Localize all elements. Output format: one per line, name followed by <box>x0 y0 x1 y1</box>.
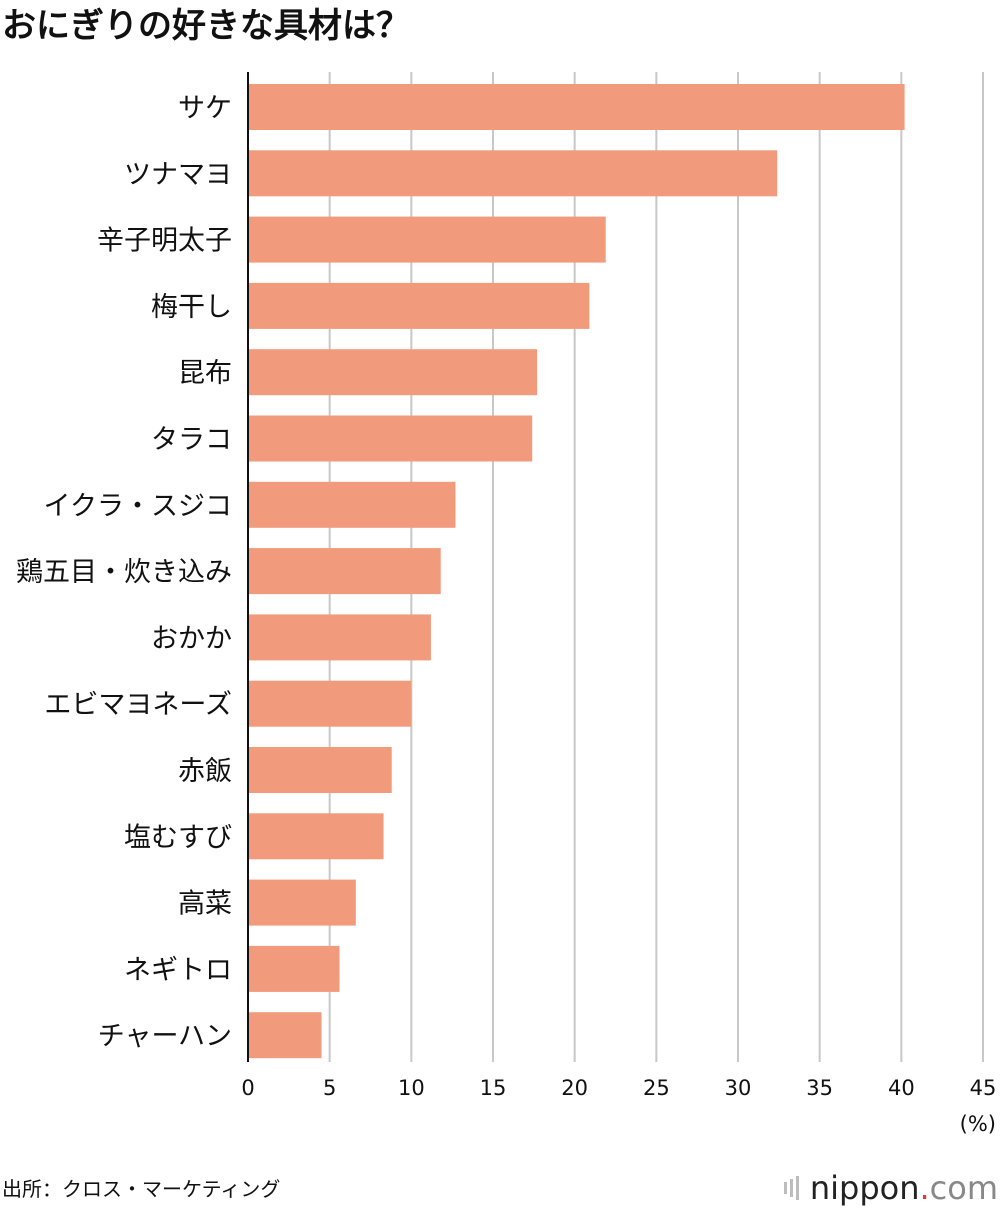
category-label: ネギトロ <box>124 955 232 986</box>
x-tick-label: 15 <box>480 1076 507 1100</box>
category-label: 鶏五目・炊き込み <box>16 557 232 588</box>
bar <box>249 680 412 727</box>
category-label: 塩むすび <box>124 822 232 853</box>
category-label: 赤飯 <box>178 756 232 787</box>
category-label: サケ <box>178 93 232 124</box>
x-axis-unit: (%) <box>960 1112 996 1136</box>
bar <box>249 614 431 661</box>
bars <box>249 84 905 1059</box>
logo-bars-icon <box>783 1176 802 1200</box>
category-label: チャーハン <box>98 1021 232 1052</box>
category-label: 梅干し <box>151 292 232 323</box>
x-tick-label: 20 <box>561 1076 588 1100</box>
x-tick-label: 30 <box>725 1076 752 1100</box>
bar <box>249 548 441 595</box>
bar <box>249 216 606 263</box>
bar <box>249 945 340 992</box>
category-label: 昆布 <box>178 358 232 389</box>
source-note: 出所：クロス・マーケティング <box>2 1177 281 1201</box>
category-label: 辛子明太子 <box>97 226 232 257</box>
x-tick-labels: 0 5 10 15 20 25 30 35 40 45 <box>241 1076 996 1100</box>
nippon-logo: nippon. com <box>783 1168 998 1208</box>
bar <box>249 747 392 793</box>
x-tick-label: 35 <box>806 1076 833 1100</box>
x-tick-label: 25 <box>643 1076 670 1100</box>
category-label: おかか <box>151 623 232 654</box>
logo-dot: . <box>919 1169 930 1207</box>
category-label: エビマヨネーズ <box>44 690 232 721</box>
x-tick-label: 45 <box>970 1076 997 1100</box>
category-label: ツナマヨ <box>124 159 232 190</box>
x-tick-label: 5 <box>323 1076 336 1100</box>
bar <box>249 1012 322 1059</box>
bar <box>249 813 384 860</box>
x-tick-label: 40 <box>888 1076 915 1100</box>
bar <box>249 415 533 462</box>
x-tick-label: 0 <box>241 1076 254 1100</box>
category-label: イクラ・スジコ <box>44 491 232 522</box>
bar <box>249 879 356 926</box>
category-label: タラコ <box>151 425 232 456</box>
logo-name: nippon <box>809 1169 920 1207</box>
bar <box>249 150 778 197</box>
category-labels: サケツナマヨ辛子明太子梅干し昆布タラコイクラ・スジコ鶏五目・炊き込みおかかエビマ… <box>16 93 232 1052</box>
bar <box>249 349 538 396</box>
logo-tld: com <box>929 1169 998 1207</box>
bar <box>249 282 590 329</box>
x-tick-label: 10 <box>398 1076 425 1100</box>
bar <box>249 84 905 130</box>
bar <box>249 481 456 528</box>
category-label: 高菜 <box>178 889 232 920</box>
chart-title: おにぎりの好きな具材は？ <box>2 6 410 46</box>
